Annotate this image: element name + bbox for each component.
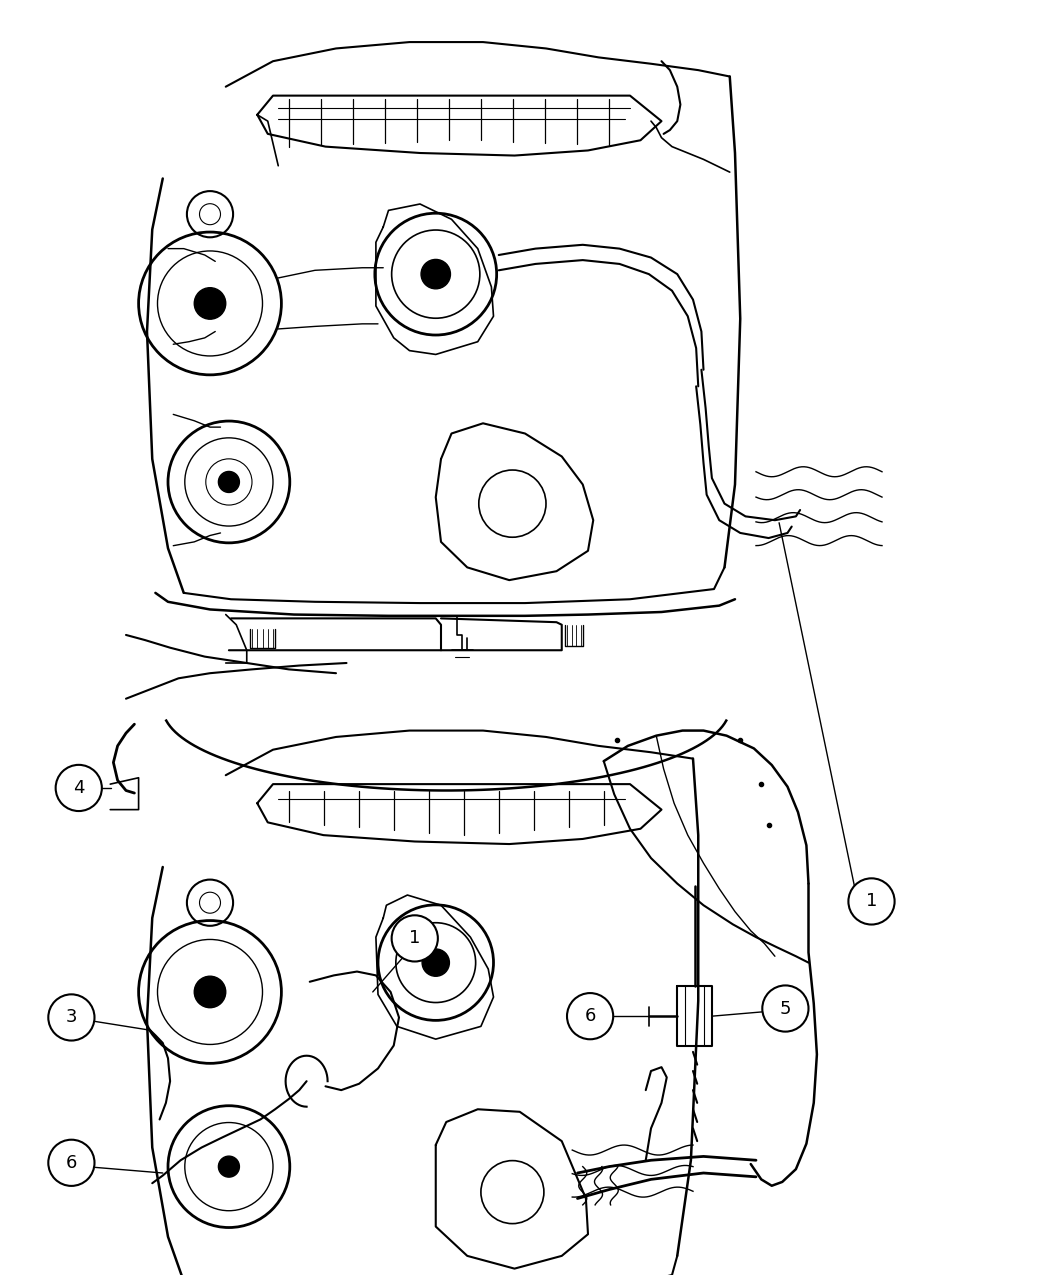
Circle shape [848, 878, 895, 924]
Circle shape [218, 1156, 239, 1177]
Circle shape [218, 472, 239, 492]
Circle shape [48, 994, 94, 1040]
Circle shape [567, 993, 613, 1039]
Circle shape [194, 288, 226, 319]
Text: 6: 6 [585, 1007, 595, 1025]
Circle shape [421, 259, 450, 289]
Circle shape [392, 915, 438, 961]
Text: 1: 1 [410, 929, 420, 947]
Circle shape [194, 977, 226, 1007]
Circle shape [48, 1140, 94, 1186]
Text: 3: 3 [66, 1009, 77, 1026]
Text: 5: 5 [780, 1000, 791, 1017]
Text: 6: 6 [66, 1154, 77, 1172]
Circle shape [762, 986, 808, 1031]
Circle shape [422, 949, 449, 977]
Text: 1: 1 [866, 892, 877, 910]
Text: 4: 4 [74, 779, 84, 797]
Circle shape [56, 765, 102, 811]
